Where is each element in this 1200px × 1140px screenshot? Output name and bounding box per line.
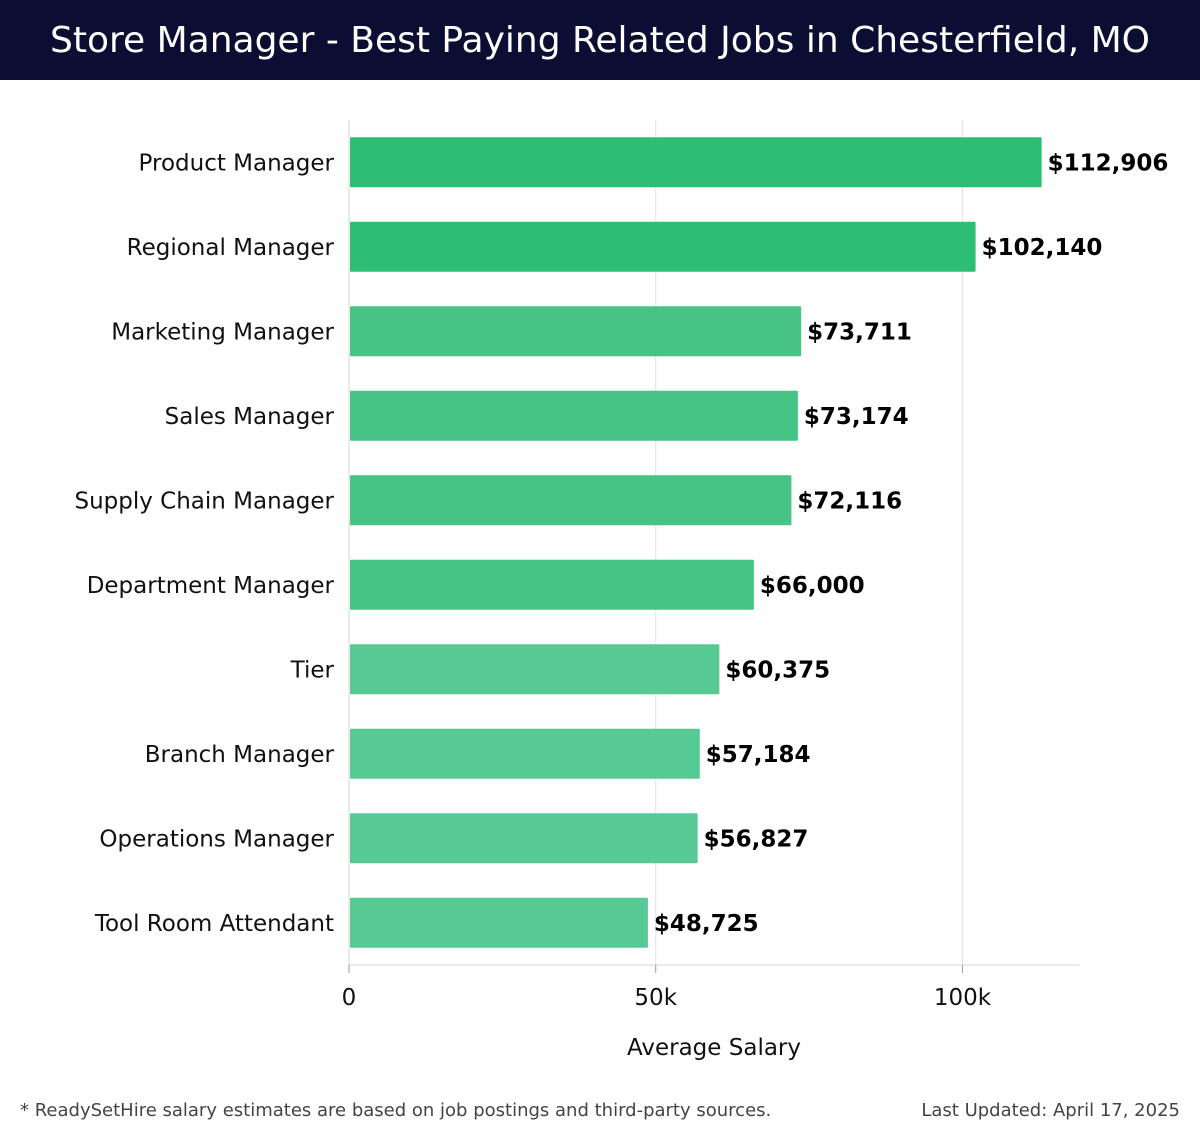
value-label-1: $102,140 <box>982 235 1103 261</box>
value-label-3: $73,174 <box>804 404 909 430</box>
bar-2 <box>350 306 802 357</box>
category-label-1: Regional Manager <box>127 235 335 261</box>
value-label-4: $72,116 <box>797 488 902 514</box>
value-label-9: $48,725 <box>654 911 759 937</box>
tick-label-0: 0 <box>342 985 357 1011</box>
value-label-7: $57,184 <box>706 742 811 768</box>
footer-source-note: * ReadySetHire salary estimates are base… <box>20 1100 772 1121</box>
tick-label-100k: 100k <box>934 985 992 1011</box>
tick-label-50k: 50k <box>634 985 677 1011</box>
header-bar: Store Manager - Best Paying Related Jobs… <box>0 0 1200 80</box>
category-label-9: Tool Room Attendant <box>94 911 334 937</box>
bar-8 <box>350 813 698 864</box>
bar-4 <box>350 475 792 526</box>
value-label-2: $73,711 <box>807 319 912 345</box>
category-label-8: Operations Manager <box>99 826 334 852</box>
value-label-0: $112,906 <box>1048 150 1169 176</box>
bar-6 <box>350 644 720 695</box>
category-label-7: Branch Manager <box>145 742 335 768</box>
category-label-5: Department Manager <box>87 573 335 599</box>
bar-1 <box>350 221 976 272</box>
category-label-2: Marketing Manager <box>111 319 334 345</box>
bar-0 <box>350 137 1042 188</box>
category-label-4: Supply Chain Manager <box>74 488 334 514</box>
category-label-0: Product Manager <box>139 150 335 176</box>
x-axis-title: Average Salary <box>627 1035 801 1061</box>
value-label-5: $66,000 <box>760 573 865 599</box>
chart-title: Store Manager - Best Paying Related Jobs… <box>49 19 1150 61</box>
bar-9 <box>350 897 648 948</box>
bar-3 <box>350 390 798 441</box>
salary-bar-chart: 0 50k 100k Average Salary Product Manager $11… <box>74 120 1169 1061</box>
value-label-6: $60,375 <box>725 657 830 683</box>
category-label-3: Sales Manager <box>165 404 335 430</box>
category-label-6: Tier <box>290 657 335 683</box>
value-label-8: $56,827 <box>704 826 809 852</box>
bar-7 <box>350 728 700 779</box>
bar-5 <box>350 559 754 610</box>
footer-last-updated: Last Updated: April 17, 2025 <box>921 1100 1180 1121</box>
